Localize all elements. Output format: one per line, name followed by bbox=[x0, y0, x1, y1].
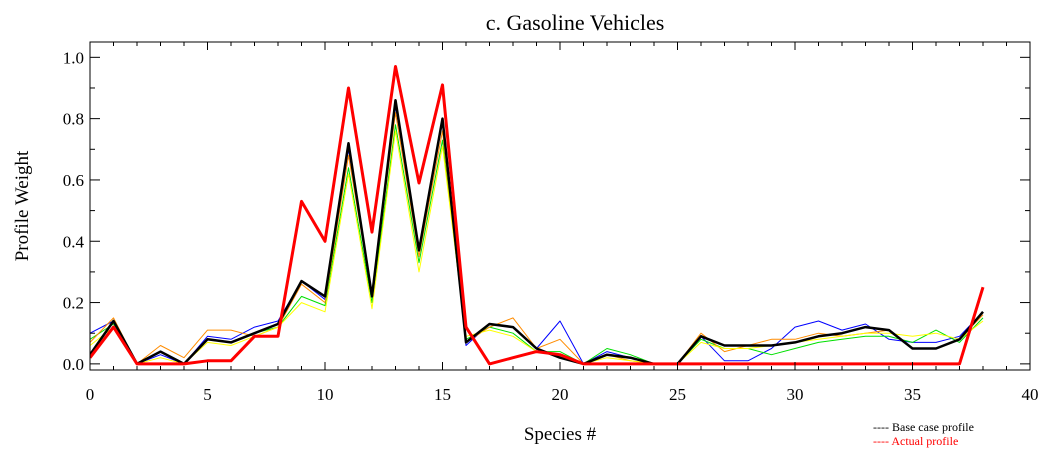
legend-entry-actual: ---- Actual profile bbox=[873, 434, 958, 448]
x-tick-label: 30 bbox=[787, 385, 804, 404]
series-line-2 bbox=[90, 112, 984, 365]
y-tick-label: 1.0 bbox=[63, 48, 84, 67]
x-tick-label: 40 bbox=[1022, 385, 1039, 404]
legend-entry-base-case: ---- Base case profile bbox=[873, 420, 974, 434]
x-tick-label: 10 bbox=[317, 385, 334, 404]
series-line-3 bbox=[90, 130, 984, 365]
x-tick-label: 35 bbox=[904, 385, 921, 404]
y-axis: 0.0 0.2 0.4 0.6 0.8 1.0 bbox=[63, 48, 1030, 374]
series-line-0 bbox=[90, 105, 984, 365]
series-layer bbox=[90, 65, 985, 366]
x-tick-label: 5 bbox=[203, 385, 212, 404]
x-tick-label: 0 bbox=[86, 385, 95, 404]
series-line-5 bbox=[90, 65, 985, 366]
x-axis-label: Species # bbox=[524, 424, 597, 445]
y-tick-label: 0.2 bbox=[63, 294, 84, 313]
y-axis-label: Profile Weight bbox=[12, 150, 33, 261]
chart-title: c. Gasoline Vehicles bbox=[486, 10, 665, 35]
x-tick-label: 20 bbox=[552, 385, 569, 404]
legend: ---- Base case profile ---- Actual profi… bbox=[873, 420, 974, 448]
y-tick-label: 0.6 bbox=[63, 171, 84, 190]
series-line-4 bbox=[90, 98, 984, 366]
y-tick-label: 0.4 bbox=[63, 232, 85, 251]
x-tick-label: 25 bbox=[669, 385, 686, 404]
y-tick-label: 0.8 bbox=[63, 110, 84, 129]
x-axis: 0 5 10 15 20 25 30 35 40 bbox=[86, 42, 1039, 404]
x-tick-label: 15 bbox=[434, 385, 451, 404]
y-tick-label: 0.0 bbox=[63, 355, 84, 374]
